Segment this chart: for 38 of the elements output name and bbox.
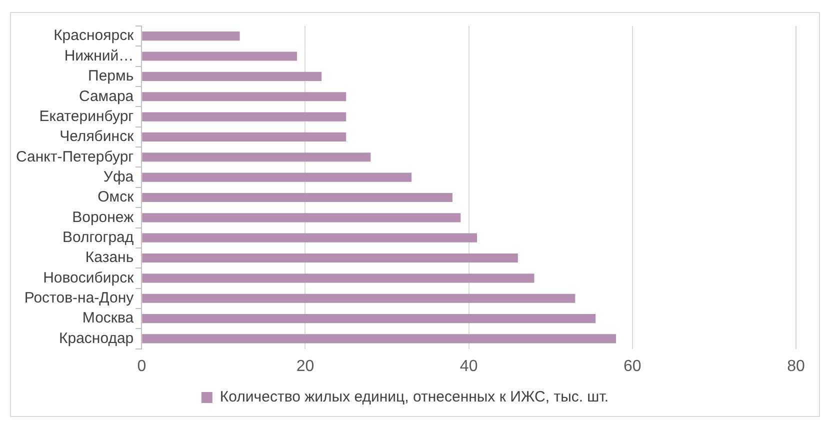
legend-label: Количество жилых единиц, отнесенных к ИЖС, тыс. шт. — [220, 388, 609, 406]
y-tick-label: Москва — [82, 310, 134, 327]
bar — [142, 32, 240, 41]
y-tick-label: Казань — [85, 249, 134, 266]
y-tick-label: Екатеринбург — [39, 108, 134, 125]
y-tick-label: Красноярск — [54, 27, 134, 44]
y-tick-label: Нижний… — [64, 47, 134, 64]
x-tick-label: 60 — [624, 358, 642, 375]
y-tick-label: Волгоград — [62, 228, 134, 246]
bar — [142, 52, 298, 61]
bar — [142, 112, 346, 122]
y-tick-label: Уфа — [103, 168, 134, 186]
bar — [142, 253, 518, 263]
bar — [142, 152, 371, 162]
y-tick-label: Пермь — [88, 68, 134, 85]
bar — [142, 233, 477, 242]
bar — [142, 213, 461, 222]
y-tick-label: Челябинск — [60, 128, 134, 146]
y-tick-label: Краснодар — [58, 330, 134, 347]
bar — [142, 274, 534, 283]
bar — [142, 92, 346, 102]
bar — [142, 334, 616, 344]
bar — [142, 132, 346, 142]
x-tick-label: 80 — [787, 358, 805, 375]
bar — [142, 172, 412, 182]
bar — [142, 314, 596, 324]
y-tick-label: Самара — [78, 88, 134, 105]
y-tick-label: Воронеж — [72, 208, 134, 226]
x-tick-label: 0 — [137, 358, 146, 375]
y-tick-label: Новосибирск — [43, 269, 134, 286]
bar — [142, 192, 452, 202]
x-tick-label: 40 — [460, 358, 478, 375]
y-tick-label: Ростов-на-Дону — [24, 290, 134, 307]
y-tick-label: Омск — [98, 188, 134, 206]
bar — [142, 72, 322, 81]
y-tick-label: Санкт-Петербург — [16, 148, 134, 166]
bar — [142, 294, 576, 303]
x-tick-label: 20 — [296, 358, 314, 375]
